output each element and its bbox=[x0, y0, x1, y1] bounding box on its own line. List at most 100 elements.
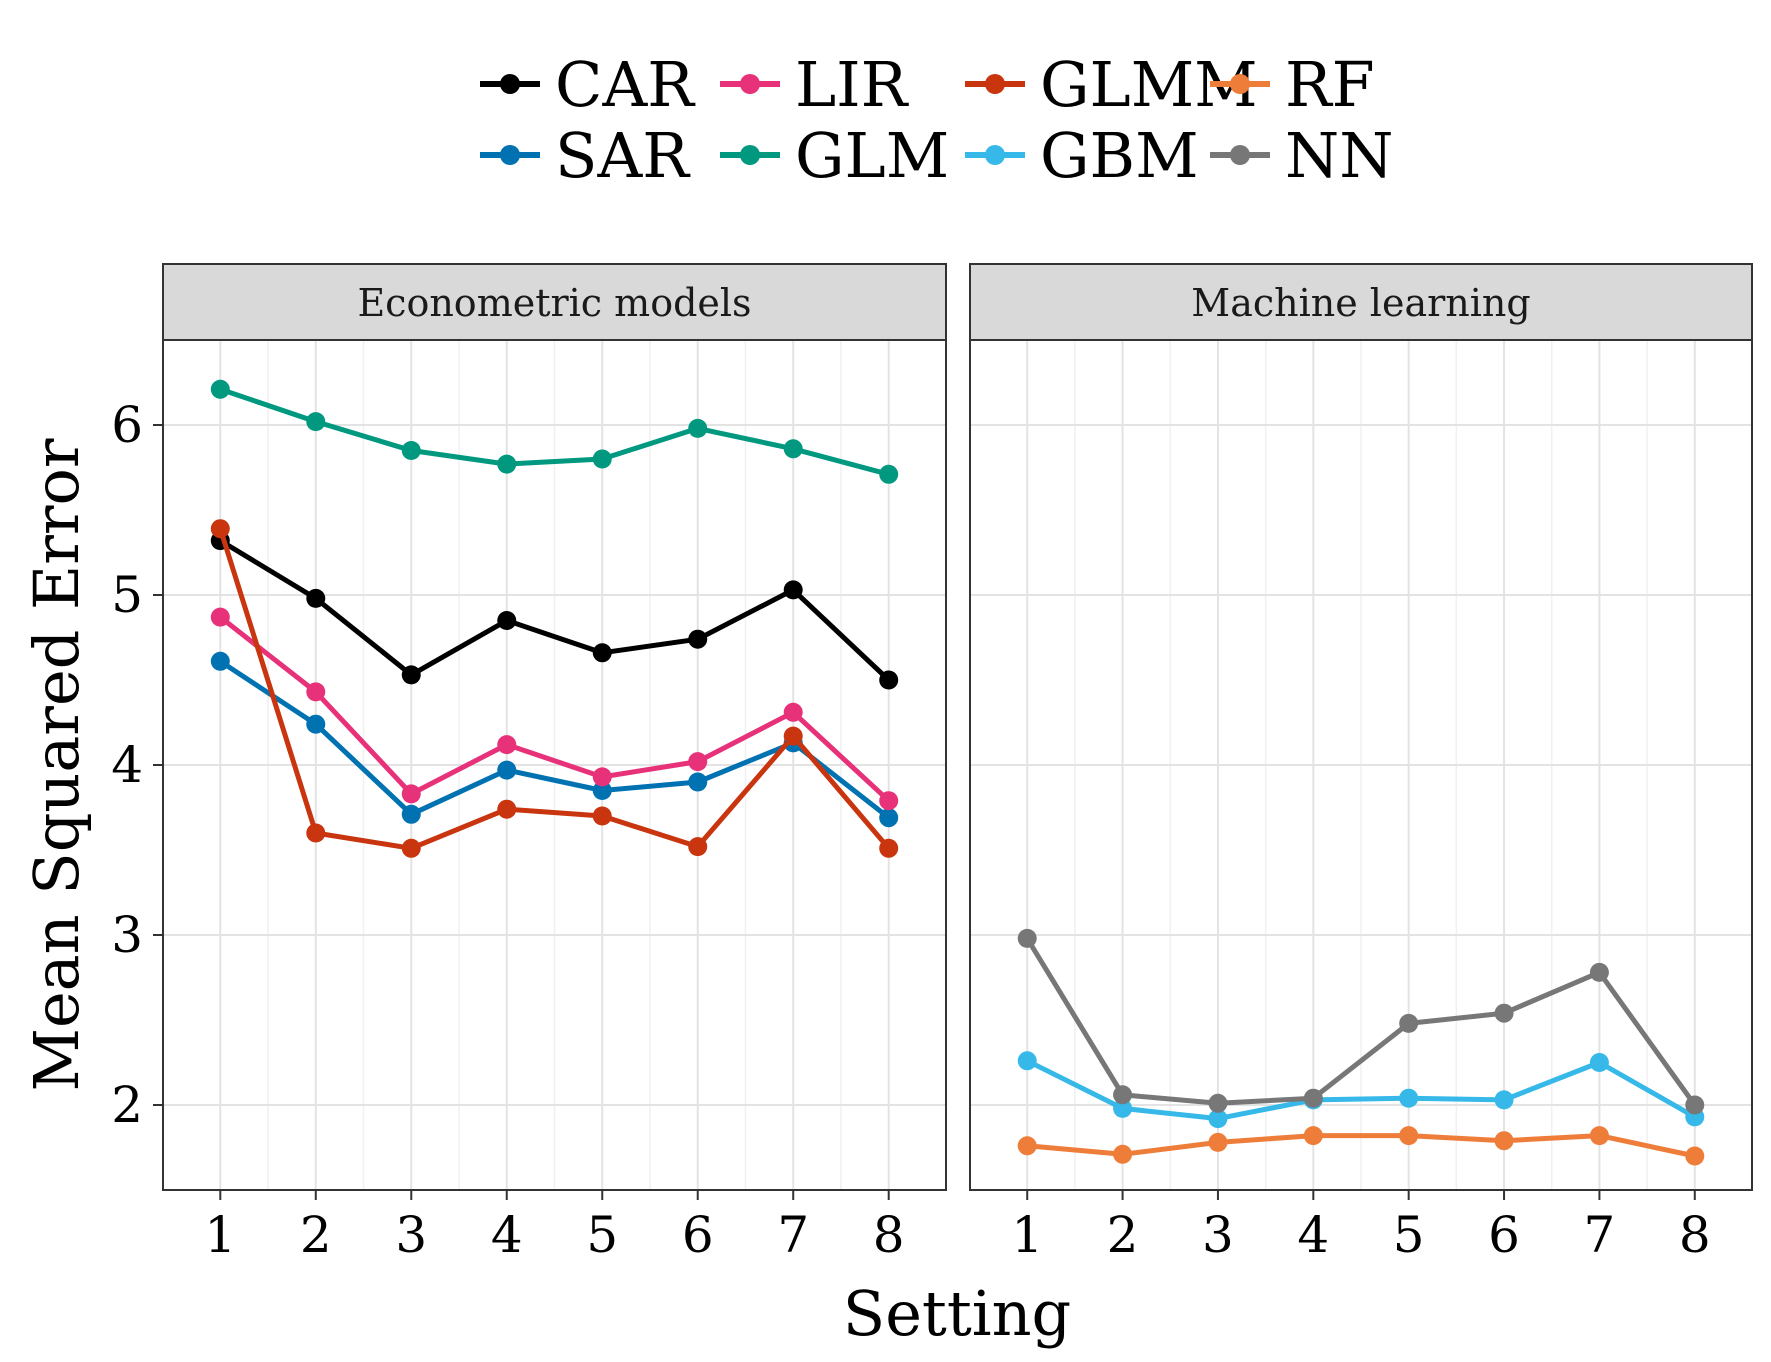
series-nn bbox=[1017, 928, 1705, 1115]
series-sar bbox=[210, 651, 899, 828]
series-line bbox=[1026, 1058, 1697, 1122]
legend-key-point bbox=[1230, 145, 1250, 165]
series-layer bbox=[1017, 928, 1705, 1166]
data-point bbox=[592, 781, 612, 800]
data-point bbox=[1303, 1088, 1323, 1108]
x-tick-label: 4 bbox=[1297, 1206, 1329, 1264]
legend-key-point bbox=[500, 145, 520, 165]
y-axis-title: Mean Squared Error bbox=[20, 438, 93, 1091]
x-tick-label: 4 bbox=[491, 1206, 523, 1264]
series-line bbox=[218, 615, 891, 803]
x-tick-labels: 1 2 3 4 5 6 7 8 bbox=[1011, 1190, 1711, 1264]
series-line bbox=[1026, 1133, 1696, 1159]
data-point bbox=[497, 760, 517, 780]
data-point bbox=[1399, 1013, 1419, 1033]
legend-key-point bbox=[985, 74, 1005, 94]
data-point bbox=[1685, 1146, 1705, 1166]
data-point bbox=[1208, 1093, 1228, 1113]
data-point bbox=[1685, 1095, 1705, 1115]
legend-item-nn: NN bbox=[1210, 119, 1394, 192]
data-point bbox=[688, 418, 708, 438]
y-tick-label: 3 bbox=[111, 906, 143, 964]
y-tick-label: 5 bbox=[111, 566, 143, 624]
legend-item-gbm: GBM bbox=[965, 119, 1199, 192]
data-point bbox=[210, 519, 230, 539]
data-point bbox=[1494, 1003, 1514, 1023]
data-point bbox=[783, 726, 803, 746]
series-line bbox=[218, 659, 891, 820]
data-point bbox=[783, 580, 803, 600]
series-line bbox=[219, 538, 891, 682]
data-point bbox=[1399, 1088, 1419, 1108]
data-point bbox=[497, 454, 517, 474]
legend-item-car: CAR bbox=[480, 48, 696, 121]
legend-label: GLM bbox=[795, 119, 949, 192]
data-point bbox=[1589, 1126, 1609, 1146]
data-point bbox=[401, 665, 421, 685]
data-point bbox=[210, 651, 230, 671]
legend-item-rf: RF bbox=[1210, 48, 1375, 121]
x-tick-label: 1 bbox=[204, 1206, 236, 1264]
data-point bbox=[1208, 1109, 1228, 1129]
x-tick-label: 3 bbox=[395, 1206, 427, 1264]
legend-item-glm: GLM bbox=[720, 119, 949, 192]
legend-label: GBM bbox=[1040, 119, 1199, 192]
data-point bbox=[401, 838, 421, 858]
data-point bbox=[1589, 1053, 1609, 1072]
series-lir bbox=[210, 607, 899, 811]
data-point bbox=[497, 799, 517, 819]
legend-label: LIR bbox=[795, 48, 910, 121]
legend-label: CAR bbox=[555, 48, 696, 121]
data-point bbox=[688, 837, 708, 857]
x-tick-label: 8 bbox=[1679, 1206, 1711, 1264]
data-point bbox=[688, 752, 708, 772]
x-tick-label: 5 bbox=[1393, 1206, 1425, 1264]
panel-machine-learning: Machine learning 1 2 3 4 5 6 7 8 bbox=[969, 263, 1753, 1264]
data-point bbox=[497, 735, 517, 755]
y-tick-label: 4 bbox=[111, 736, 143, 794]
series-glm bbox=[210, 379, 899, 484]
data-point bbox=[592, 767, 612, 787]
data-point bbox=[879, 464, 899, 484]
series-glmm bbox=[210, 519, 899, 858]
legend-item-lir: LIR bbox=[720, 48, 910, 121]
data-point bbox=[879, 808, 899, 828]
series-rf bbox=[1017, 1126, 1705, 1166]
x-tick-label: 6 bbox=[1488, 1206, 1520, 1264]
data-point bbox=[401, 784, 421, 804]
strip-title: Machine learning bbox=[1191, 281, 1530, 325]
data-point bbox=[210, 607, 230, 627]
panel-econometric-models: Econometric models 1 2 3 4 5 6 7 8 bbox=[162, 263, 947, 1264]
data-point bbox=[306, 588, 326, 608]
legend-key-point bbox=[740, 145, 760, 165]
y-tick-label: 2 bbox=[111, 1076, 143, 1134]
data-point bbox=[783, 702, 803, 722]
y-tick-label: 6 bbox=[111, 396, 143, 454]
data-point bbox=[497, 611, 517, 630]
x-tick-labels: 1 2 3 4 5 6 7 8 bbox=[204, 1190, 905, 1264]
x-tick-label: 7 bbox=[777, 1206, 809, 1264]
legend-key-point bbox=[740, 74, 760, 94]
x-tick-label: 1 bbox=[1011, 1206, 1043, 1264]
data-point bbox=[1494, 1131, 1514, 1151]
strip-background bbox=[969, 263, 1753, 341]
x-tick-label: 2 bbox=[1107, 1206, 1139, 1264]
legend-key-point bbox=[985, 145, 1005, 165]
series-line bbox=[1025, 937, 1697, 1107]
data-point bbox=[879, 791, 899, 811]
data-point bbox=[1494, 1090, 1514, 1110]
x-tick-label: 7 bbox=[1584, 1206, 1616, 1264]
legend-key-point bbox=[1230, 74, 1250, 94]
data-point bbox=[306, 714, 326, 734]
x-tick-label: 3 bbox=[1202, 1206, 1234, 1264]
data-point bbox=[1017, 928, 1037, 948]
strip-background bbox=[162, 263, 947, 341]
data-point bbox=[592, 643, 612, 663]
data-point bbox=[688, 772, 708, 792]
data-point bbox=[1017, 1136, 1037, 1156]
data-point bbox=[210, 379, 230, 399]
data-point bbox=[688, 629, 708, 649]
data-point bbox=[1399, 1126, 1419, 1146]
